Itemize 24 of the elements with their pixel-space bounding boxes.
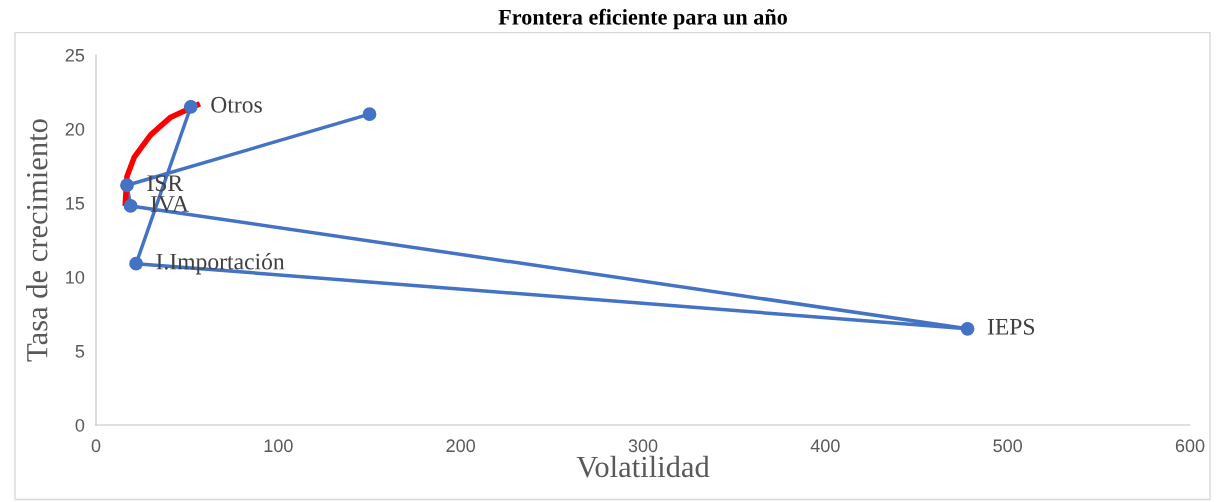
y-tick-label: 25 [65,48,85,62]
x-tick-label: 0 [91,439,101,453]
y-tick-label: 10 [66,270,85,284]
y-tick-label: 20 [65,122,85,136]
x-tick-label: 300 [628,439,658,453]
y-tick-label: 15 [66,197,85,210]
x-tick-label: 200 [446,439,476,453]
point [183,99,198,114]
y-axis-title: Tasa de crecimiento [25,119,48,362]
point [123,199,138,213]
point [120,178,134,193]
point [960,321,975,336]
x-axis-title: Volatilidad [576,455,710,478]
annotation: IEPS [987,318,1035,335]
x-tick-label: 400 [810,439,840,453]
point [129,256,144,271]
chart-title: Frontera eficiente para un año [498,8,787,30]
x-tick-label: 500 [993,439,1023,453]
annotation: Otros [211,96,262,113]
y-tick-label: 0 [75,418,85,432]
point [362,107,377,122]
x-tick-label: 600 [1175,439,1205,453]
y-tick-label: 5 [75,345,85,358]
x-tick-label: 100 [264,439,293,453]
